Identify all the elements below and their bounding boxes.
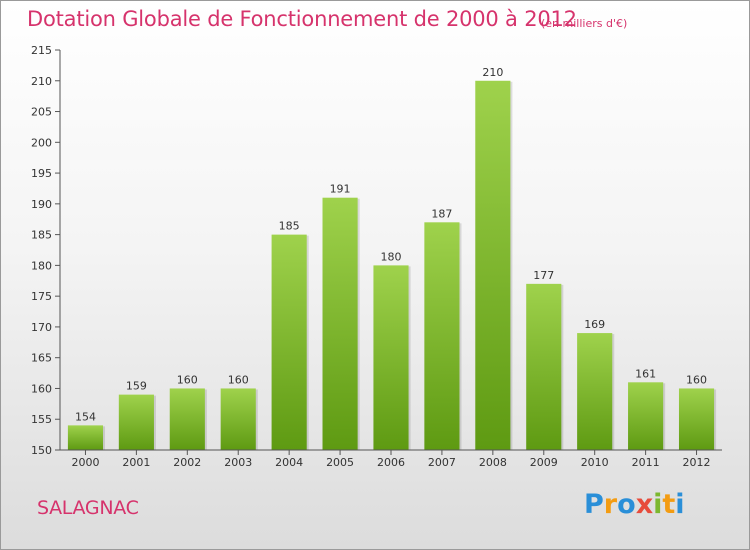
bar — [475, 80, 511, 451]
bar-series: 154 159 160 160 185 191 180 187 210 177 169 161 160 — [67, 66, 717, 451]
y-tick-label: 175 — [31, 290, 52, 303]
x-tick-label: 2005 — [326, 456, 354, 469]
x-tick-label: 2007 — [428, 456, 456, 469]
logo-letter: o — [617, 489, 636, 520]
x-tick-label: 2004 — [275, 456, 303, 469]
x-tick-label: 2009 — [530, 456, 558, 469]
x-tick-label: 2011 — [632, 456, 660, 469]
logo-letter: r — [603, 489, 618, 520]
x-tick-label: 2000 — [71, 456, 99, 469]
proxiti-logo[interactable]: Proxiti — [584, 489, 685, 520]
bar-value-label: 210 — [482, 66, 503, 79]
x-axis: 2000 2001 2002 2003 2004 2005 2006 2007 2008 2009… — [60, 449, 722, 469]
bar — [577, 333, 613, 450]
y-tick-label: 185 — [31, 229, 52, 242]
bar — [118, 394, 154, 450]
bar-value-label: 154 — [75, 410, 96, 423]
bar — [220, 388, 256, 450]
bar — [424, 222, 460, 450]
y-tick-label: 180 — [31, 259, 52, 272]
x-tick-label: 2008 — [479, 456, 507, 469]
bar — [526, 283, 562, 450]
x-tick-label: 2003 — [224, 456, 252, 469]
unit-label: (en milliers d'€) — [541, 17, 628, 30]
bar-value-label: 169 — [584, 318, 605, 331]
bar-value-label: 160 — [686, 373, 707, 386]
bar — [678, 388, 715, 450]
bar-value-label: 180 — [381, 250, 402, 263]
bar — [169, 388, 205, 450]
y-tick-label: 205 — [31, 106, 52, 119]
bar-value-label: 160 — [228, 373, 249, 386]
bar-value-label: 160 — [177, 373, 198, 386]
y-tick-label: 155 — [31, 413, 52, 426]
bar-value-label: 159 — [126, 380, 147, 393]
y-axis: 150 155 160 165 170 175 180 185 190 195 200 205 210 2… — [31, 44, 61, 457]
bar-value-label: 187 — [431, 207, 452, 220]
x-tick-label: 2006 — [377, 456, 405, 469]
bar — [271, 234, 307, 450]
logo-letter: i — [675, 489, 685, 520]
y-tick-label: 215 — [31, 44, 52, 57]
bar-value-label: 161 — [635, 367, 656, 380]
y-tick-label: 170 — [31, 321, 52, 334]
y-tick-label: 160 — [31, 382, 52, 395]
y-tick-label: 195 — [31, 167, 52, 180]
bar — [67, 425, 104, 450]
y-tick-label: 190 — [31, 198, 52, 211]
chart-title: Dotation Globale de Fonctionnement de 20… — [27, 7, 577, 31]
logo-letter: i — [653, 489, 663, 520]
y-tick-label: 210 — [31, 75, 52, 88]
x-tick-label: 2012 — [683, 456, 711, 469]
y-tick-label: 165 — [31, 352, 52, 365]
logo-letter: P — [584, 489, 604, 520]
bar — [373, 265, 409, 450]
x-tick-label: 2001 — [122, 456, 150, 469]
x-tick-label: 2002 — [173, 456, 201, 469]
bar — [628, 382, 664, 450]
logo-letter: x — [635, 489, 654, 520]
bar-value-label: 177 — [533, 269, 554, 282]
bar-value-label: 185 — [279, 220, 300, 233]
y-tick-label: 200 — [31, 136, 52, 149]
x-tick-label: 2010 — [581, 456, 609, 469]
bar-value-label: 191 — [330, 183, 351, 196]
commune-name: SALAGNAC — [37, 497, 139, 519]
logo-letter: t — [662, 489, 676, 520]
y-tick-label: 150 — [31, 444, 52, 457]
bar — [322, 197, 358, 450]
